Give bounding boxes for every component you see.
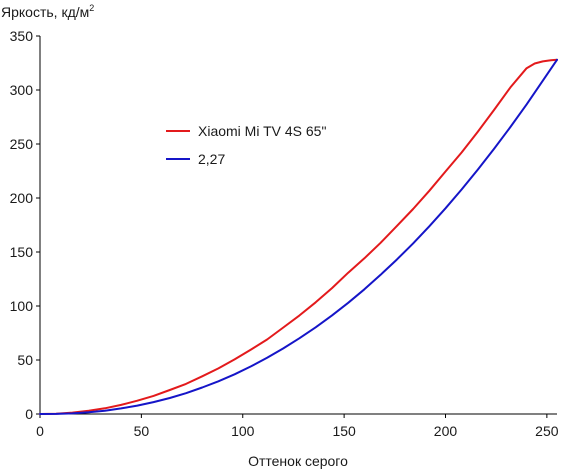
y-tick-label: 0 bbox=[25, 406, 33, 422]
x-tick-label: 200 bbox=[434, 423, 458, 439]
series-line-1 bbox=[39, 58, 558, 415]
y-axis-label-superscript: 2 bbox=[89, 3, 94, 13]
y-tick-label: 350 bbox=[10, 28, 34, 44]
series-line-2 bbox=[39, 58, 558, 415]
x-tick-label: 50 bbox=[134, 423, 150, 439]
y-tick-label: 200 bbox=[10, 190, 34, 206]
x-tick-label: 100 bbox=[231, 423, 255, 439]
x-axis-label: Оттенок серого bbox=[248, 453, 348, 469]
y-tick-label: 250 bbox=[10, 136, 34, 152]
y-tick-label: 300 bbox=[10, 82, 34, 98]
y-tick-label: 100 bbox=[10, 298, 34, 314]
y-axis: 0 50 100 150 200 250 300 350 bbox=[10, 28, 41, 422]
x-tick-label: 0 bbox=[36, 423, 44, 439]
legend-label-2: 2,27 bbox=[198, 151, 225, 167]
x-tick-label: 150 bbox=[332, 423, 356, 439]
legend: Xiaomi Mi TV 4S 65" 2,27 bbox=[166, 123, 326, 167]
series-layer bbox=[39, 58, 558, 415]
legend-label-1: Xiaomi Mi TV 4S 65" bbox=[198, 123, 326, 139]
x-axis: 0 50 100 150 200 250 bbox=[36, 413, 559, 439]
y-axis-label-text: Яркость, кд/м bbox=[1, 4, 89, 20]
y-tick-label: 50 bbox=[17, 352, 33, 368]
y-tick-label: 150 bbox=[10, 244, 34, 260]
x-tick-label: 250 bbox=[535, 423, 559, 439]
y-axis-label: Яркость, кд/м2 bbox=[1, 3, 94, 20]
